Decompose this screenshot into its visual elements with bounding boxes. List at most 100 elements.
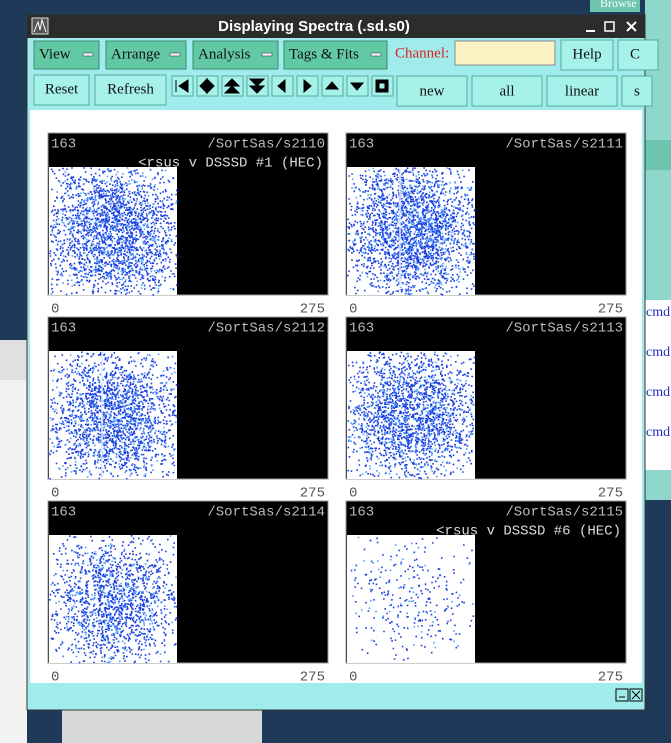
- panel-counts: 163: [349, 321, 374, 337]
- channel-input[interactable]: [454, 40, 556, 66]
- nav-icon: [199, 77, 215, 95]
- panel-counts: 163: [349, 505, 374, 521]
- x-min-label: 0: [349, 670, 357, 686]
- nav-icon: [175, 79, 189, 93]
- menu-label: View: [39, 46, 71, 62]
- button-label: linear: [565, 83, 599, 99]
- background-window: [62, 710, 262, 743]
- panel-name: /SortSas/s2115: [505, 505, 623, 521]
- button[interactable]: [94, 74, 167, 106]
- status-close-glyph: [631, 690, 641, 700]
- scatter-dots: [49, 351, 178, 480]
- x-min-label: 0: [349, 486, 357, 502]
- background-button: [590, 0, 640, 12]
- x-max-label: 275: [300, 302, 325, 318]
- scatter-dots: [49, 535, 178, 664]
- close-button[interactable]: [626, 21, 637, 32]
- menu-indicator: [261, 52, 273, 57]
- scatter-area: [49, 351, 177, 479]
- button[interactable]: [471, 75, 543, 107]
- x-min-label: 0: [51, 302, 59, 318]
- panel-counts: 163: [51, 505, 76, 521]
- x-max-label: 275: [598, 486, 623, 502]
- nav-button[interactable]: [371, 75, 394, 97]
- nav-icon: [223, 78, 241, 94]
- spectrum-panel[interactable]: 163/SortSas/s2111 0 275: [345, 132, 627, 318]
- maximize-button[interactable]: [604, 21, 615, 32]
- panel-counts: 163: [51, 137, 76, 153]
- background-text: cmd: [646, 385, 670, 400]
- scatter-dots: [347, 351, 476, 480]
- button[interactable]: [621, 75, 653, 107]
- nav-icon: [277, 78, 286, 94]
- panel-name: /SortSas/s2114: [207, 505, 325, 521]
- channel-label: Channel:: [395, 45, 449, 61]
- button-label: Reset: [45, 81, 79, 97]
- background-text: Browse: [600, 0, 637, 10]
- background-text: cmd: [646, 305, 670, 320]
- window-icon-glyph: [33, 18, 47, 33]
- scatter-dots: [50, 167, 178, 295]
- button[interactable]: [396, 75, 468, 107]
- x-max-label: 275: [598, 670, 623, 686]
- nav-icon: [248, 78, 266, 94]
- menu-button[interactable]: [283, 40, 388, 70]
- nav-icon: [375, 79, 389, 93]
- panel-name: /SortSas/s2113: [505, 321, 623, 337]
- button-label: Help: [572, 46, 601, 62]
- nav-icon: [349, 82, 365, 91]
- background-text: cmd: [646, 425, 670, 440]
- nav-icon: [303, 78, 312, 94]
- x-max-label: 275: [300, 670, 325, 686]
- x-min-label: 0: [349, 302, 357, 318]
- button[interactable]: [560, 39, 614, 71]
- status-minimize[interactable]: [615, 688, 629, 702]
- nav-icon: [324, 81, 340, 90]
- background-button: [645, 140, 671, 170]
- scatter-dots: [352, 536, 474, 649]
- button[interactable]: [546, 75, 618, 107]
- scatter-dots: [347, 351, 475, 478]
- panel-name: /SortSas/s2112: [207, 321, 325, 337]
- panel-name: /SortSas/s2110: [207, 137, 325, 153]
- panel-subtitle: <rsus v DSSSD #1 (HEC): [138, 156, 323, 172]
- x-min-label: 0: [51, 486, 59, 502]
- button-label: new: [420, 83, 445, 99]
- scatter-dots: [347, 167, 476, 296]
- background-window-bar: [0, 340, 27, 380]
- x-max-label: 275: [598, 302, 623, 318]
- button-label: all: [500, 83, 515, 99]
- menu-label: Arrange: [111, 46, 160, 62]
- menu-label: Tags & Fits: [289, 46, 359, 62]
- menu-label: Analysis: [198, 46, 251, 62]
- window-title: Displaying Spectra (.sd.s0): [218, 18, 410, 35]
- spectrum-panel[interactable]: 163/SortSas/s2110 <rsus v DSSSD #1 (HEC) 0…: [47, 132, 329, 318]
- spectrum-panel[interactable]: 163/SortSas/s2115 <rsus v DSSSD #6 (HEC) 0…: [345, 500, 627, 686]
- menu-indicator: [82, 52, 94, 57]
- background-text: cmd: [646, 345, 670, 360]
- spectrum-panel[interactable]: 163/SortSas/s2113 0 275: [345, 316, 627, 502]
- background-panel: [645, 300, 671, 470]
- background-window: [0, 340, 27, 743]
- scatter-dots: [49, 167, 178, 296]
- panel-subtitle: <rsus v DSSSD #6 (HEC): [436, 524, 621, 540]
- spectrum-panel[interactable]: 163/SortSas/s2112 0 275: [47, 316, 329, 502]
- x-max-label: 275: [300, 486, 325, 502]
- scatter-dots: [350, 537, 475, 661]
- menu-indicator: [370, 52, 382, 57]
- title-bar: [27, 15, 645, 38]
- button[interactable]: [617, 39, 659, 71]
- window-icon: [31, 17, 49, 35]
- scatter-area: [347, 535, 475, 663]
- button-label: C: [630, 46, 640, 62]
- spectrum-panel[interactable]: 163/SortSas/s2114 0 275: [47, 500, 329, 686]
- panel-name: /SortSas/s2111: [505, 137, 623, 153]
- panel-counts: 163: [51, 321, 76, 337]
- menu-indicator: [169, 52, 181, 57]
- button-label: Refresh: [107, 81, 154, 97]
- scatter-dots: [348, 167, 474, 295]
- button-label: s: [634, 83, 640, 99]
- menu-button[interactable]: [105, 40, 187, 70]
- button[interactable]: [33, 74, 90, 106]
